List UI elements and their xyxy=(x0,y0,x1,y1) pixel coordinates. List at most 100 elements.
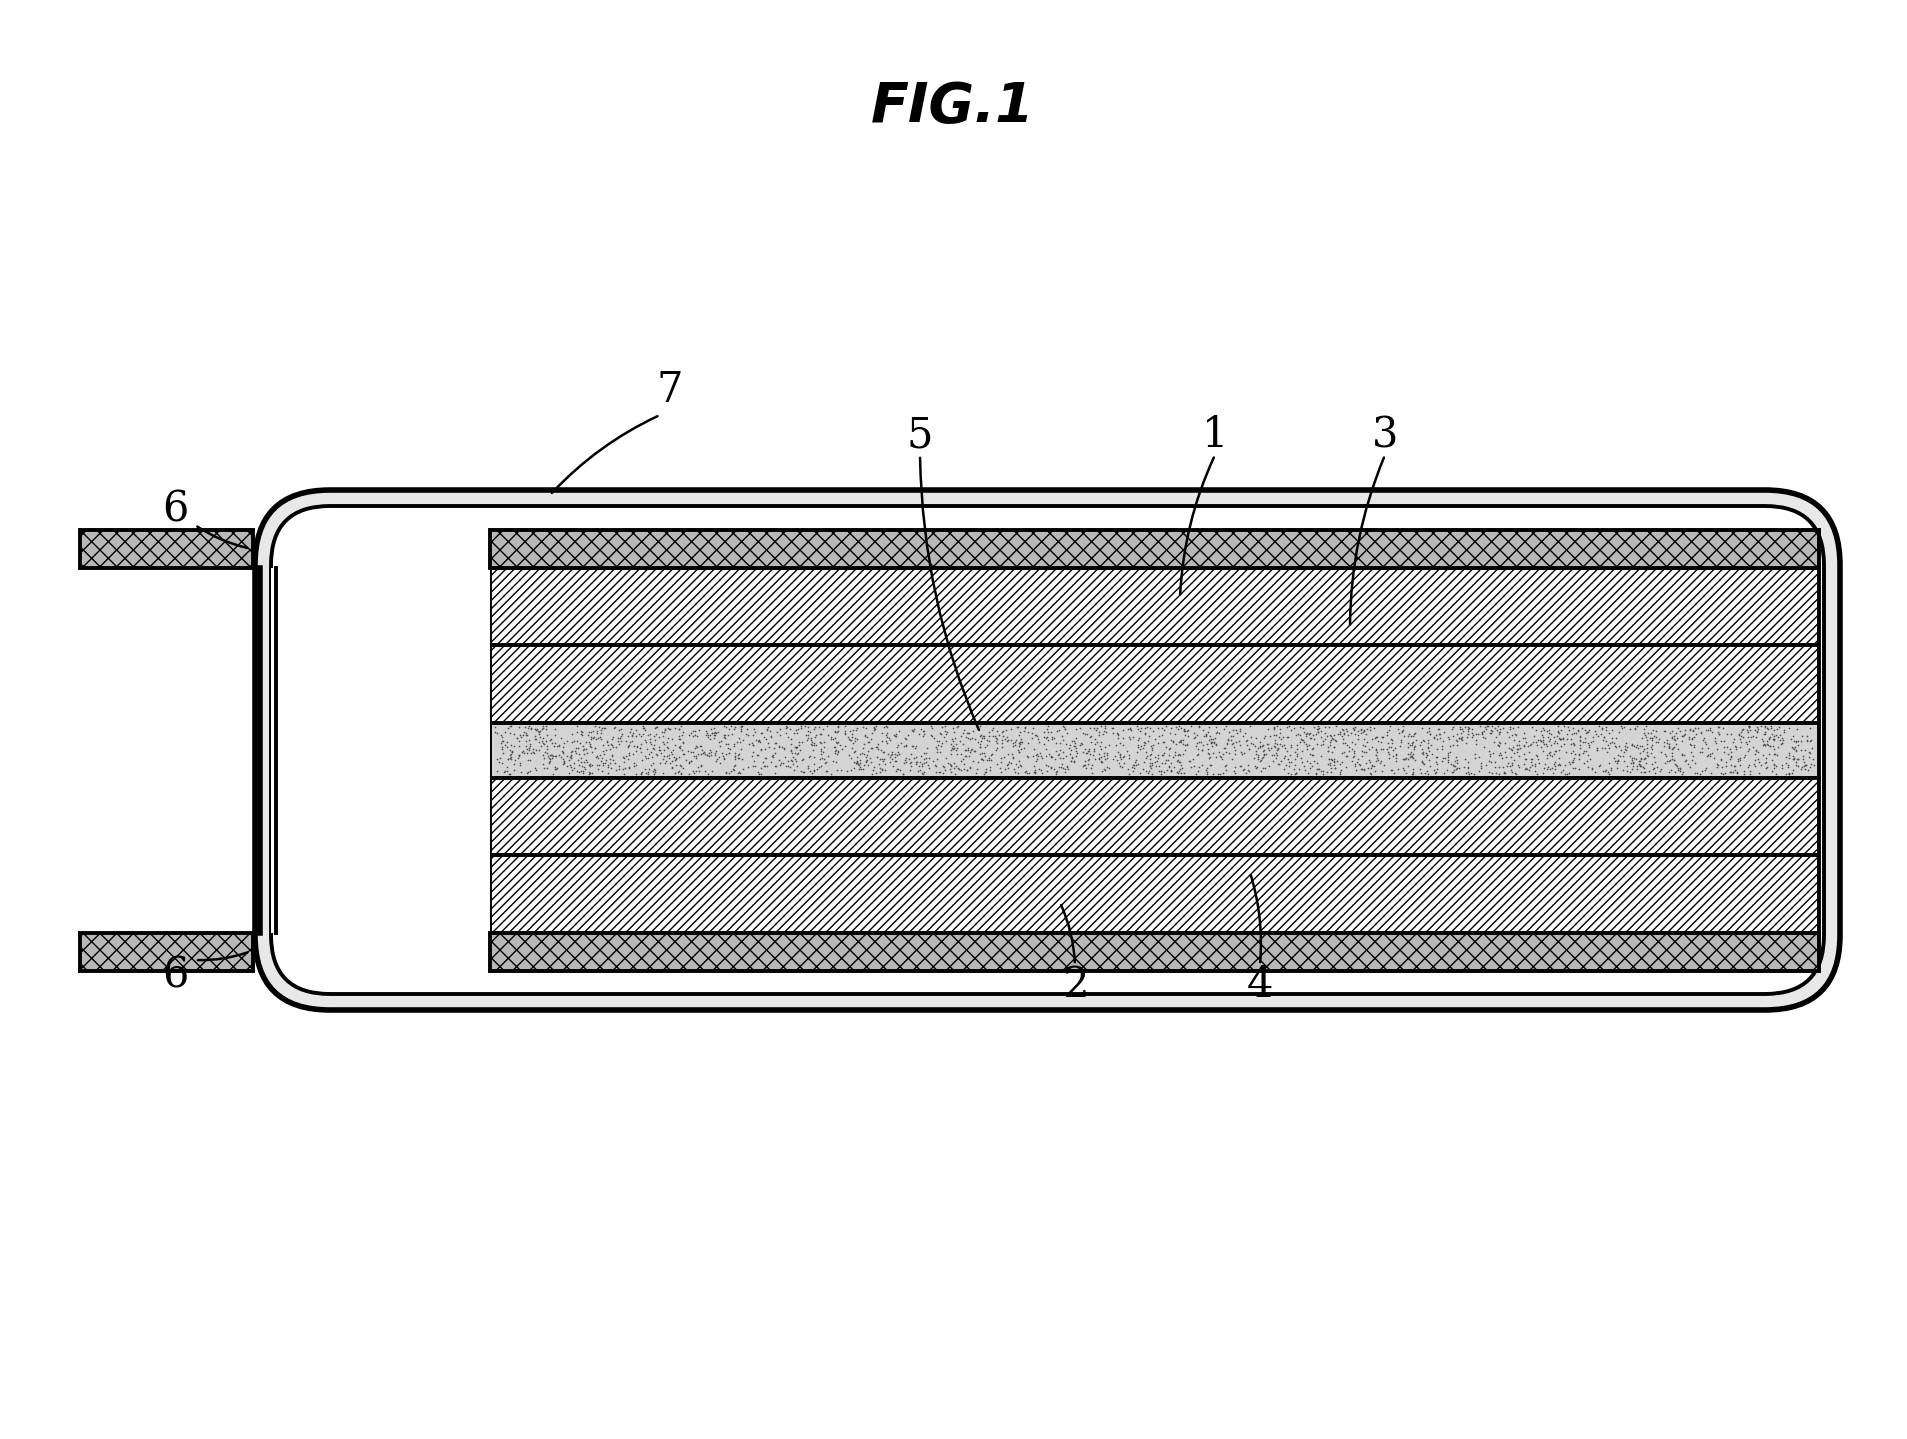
Point xyxy=(1236,731,1266,754)
Point xyxy=(1751,721,1781,744)
Point xyxy=(1285,724,1316,747)
Point xyxy=(1299,737,1329,760)
Point xyxy=(1112,757,1142,780)
Point xyxy=(856,721,887,744)
Point xyxy=(866,758,896,781)
Point xyxy=(831,758,862,781)
Point xyxy=(1659,728,1690,751)
Point xyxy=(1161,715,1192,738)
Point xyxy=(515,741,545,764)
Point xyxy=(1228,758,1259,781)
Point xyxy=(927,734,957,757)
Point xyxy=(547,747,578,770)
Point xyxy=(591,748,622,771)
Point xyxy=(1724,724,1754,747)
Point xyxy=(1083,747,1114,770)
Point xyxy=(925,721,955,744)
Point xyxy=(856,735,887,758)
Point xyxy=(908,724,938,747)
Point xyxy=(830,721,860,744)
Point xyxy=(1295,722,1325,745)
Point xyxy=(1766,732,1796,755)
Point xyxy=(496,740,526,763)
Point xyxy=(971,761,1001,784)
Point xyxy=(1036,757,1066,780)
Point xyxy=(1102,721,1133,744)
Point xyxy=(1241,755,1272,778)
Point xyxy=(622,754,652,777)
Point xyxy=(1531,747,1562,770)
Point xyxy=(1234,738,1264,761)
Point xyxy=(1476,750,1507,773)
Point xyxy=(1610,732,1640,755)
Point xyxy=(961,758,992,781)
Point xyxy=(1758,753,1789,776)
Point xyxy=(738,734,769,757)
Point xyxy=(1674,720,1705,743)
Point xyxy=(830,715,860,738)
Point xyxy=(511,730,542,753)
Point xyxy=(1436,761,1466,784)
Point xyxy=(1140,745,1171,768)
Point xyxy=(1718,760,1749,783)
Point xyxy=(1293,722,1323,745)
Point xyxy=(549,731,580,754)
Bar xyxy=(490,722,1819,777)
Point xyxy=(1613,761,1644,784)
Point xyxy=(1730,760,1760,783)
Point xyxy=(1650,743,1680,766)
Point xyxy=(1476,721,1507,744)
Point xyxy=(913,755,944,778)
Point xyxy=(1102,722,1133,745)
Point xyxy=(1587,760,1617,783)
Point xyxy=(1547,760,1577,783)
Point xyxy=(519,728,549,751)
Point xyxy=(1091,717,1121,740)
Point xyxy=(1739,743,1770,766)
Point xyxy=(879,745,910,768)
Point xyxy=(1161,750,1192,773)
Point xyxy=(1627,755,1657,778)
Point xyxy=(883,743,913,766)
Point xyxy=(1302,757,1333,780)
Point xyxy=(1076,731,1106,754)
Point xyxy=(543,734,574,757)
Point xyxy=(1058,734,1089,757)
Point xyxy=(1068,754,1098,777)
Point xyxy=(982,720,1013,743)
Point xyxy=(1730,744,1760,767)
Point xyxy=(1686,741,1716,764)
Point xyxy=(1213,728,1243,751)
Point xyxy=(997,743,1028,766)
Point xyxy=(719,718,749,741)
Point xyxy=(1219,731,1249,754)
Point xyxy=(1348,727,1379,750)
Point xyxy=(1159,744,1190,767)
Point xyxy=(801,734,831,757)
Point xyxy=(1282,722,1312,745)
Point xyxy=(1661,754,1692,777)
Point xyxy=(1194,754,1224,777)
Point xyxy=(608,758,639,781)
Point xyxy=(654,747,685,770)
Point xyxy=(1318,727,1348,750)
Point xyxy=(1043,755,1074,778)
Point xyxy=(1564,743,1594,766)
Point xyxy=(723,744,753,767)
Point xyxy=(1121,754,1152,777)
Point xyxy=(1182,760,1213,783)
Point xyxy=(606,745,637,768)
Point xyxy=(681,724,711,747)
Point xyxy=(723,727,753,750)
Point xyxy=(1758,757,1789,780)
Point xyxy=(1474,743,1505,766)
Point xyxy=(1262,738,1293,761)
Point xyxy=(1320,728,1350,751)
Point xyxy=(1484,717,1514,740)
Point xyxy=(500,734,530,757)
Point xyxy=(582,720,612,743)
Point xyxy=(769,751,799,774)
Point xyxy=(1743,750,1774,773)
Point xyxy=(685,734,715,757)
Point xyxy=(1247,735,1278,758)
